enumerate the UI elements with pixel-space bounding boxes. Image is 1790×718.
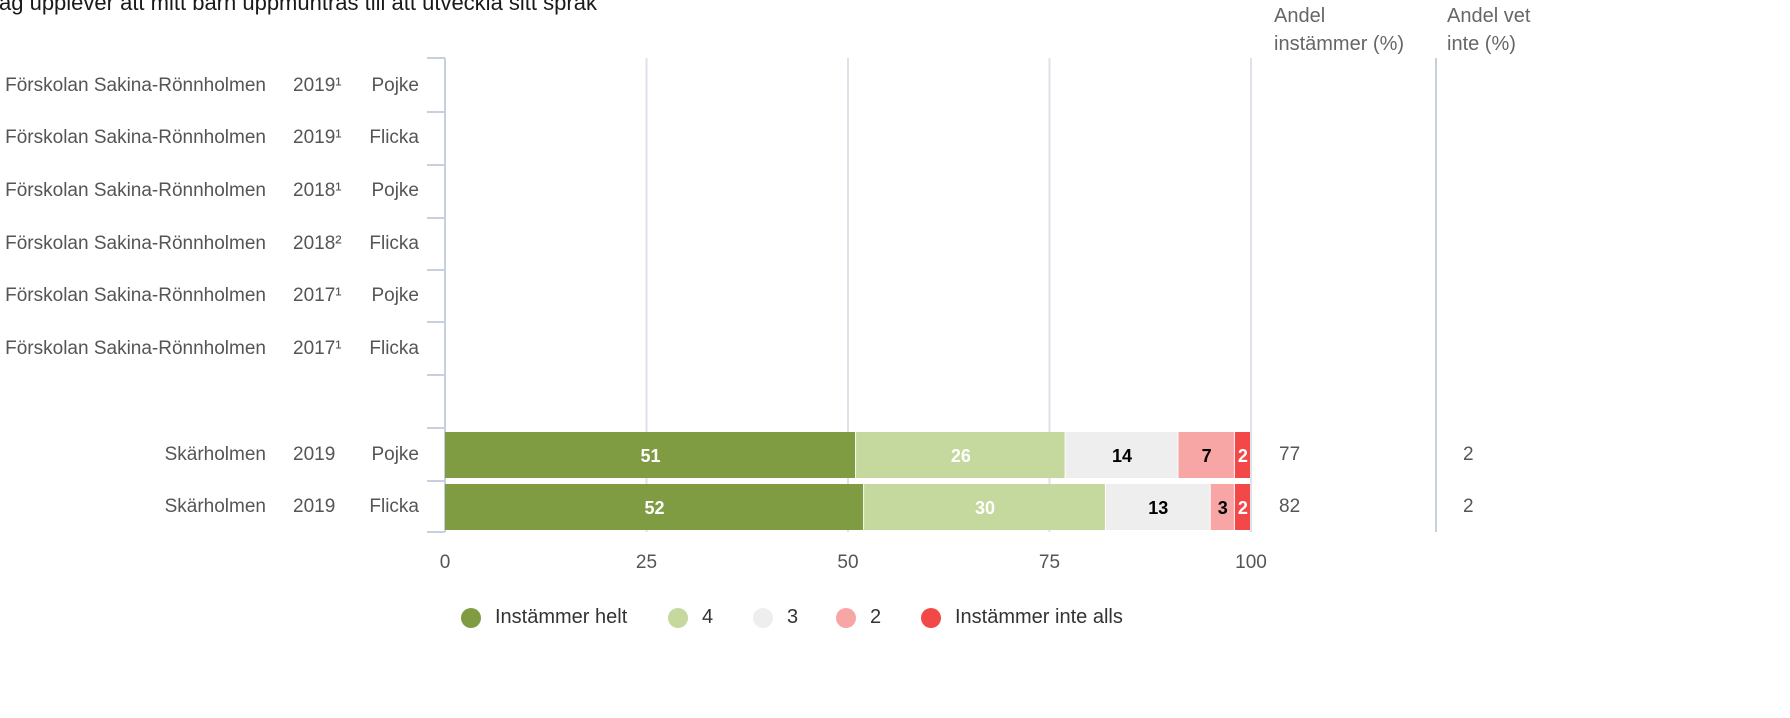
legend-label: 3: [787, 606, 799, 628]
bar-segment: [864, 484, 1105, 530]
agree-value: 82: [1279, 496, 1301, 517]
bar-segment: [1210, 484, 1234, 530]
bar-segment: [445, 484, 864, 530]
row-label-unit: Förskolan Sakina-Rönnholmen: [5, 75, 266, 96]
row-label-unit: Skärholmen: [164, 496, 266, 517]
agree-value: 77: [1279, 444, 1301, 465]
bar-segment: [445, 432, 856, 478]
chart-title: Jag upplever att mitt barn uppmuntras ti…: [0, 0, 597, 15]
legend-label: Instämmer helt: [495, 606, 628, 628]
bar-segment: [1105, 484, 1210, 530]
x-tick-label: 75: [1039, 552, 1060, 573]
data-label: 3: [1218, 498, 1228, 518]
data-label: 51: [641, 446, 661, 466]
legend-label: 4: [702, 606, 714, 628]
x-tick-label: 50: [837, 552, 858, 573]
x-tick-label: 0: [440, 552, 451, 573]
legend-item[interactable]: Instämmer helt: [461, 606, 627, 629]
row-label-unit: Förskolan Sakina-Rönnholmen: [5, 127, 266, 148]
row-label-gender: Flicka: [369, 233, 419, 254]
row-label-year: 2017¹: [293, 338, 342, 359]
legend-marker: [836, 607, 856, 628]
row-label-year: 2017¹: [293, 285, 342, 306]
row-label-year: 2018¹: [293, 180, 342, 201]
row-label-unit: Förskolan Sakina-Rönnholmen: [5, 180, 266, 201]
row-label-year: 2019¹: [293, 127, 342, 148]
x-tick-label: 100: [1235, 552, 1267, 573]
row-label-gender: Flicka: [369, 338, 419, 359]
legend-item[interactable]: Instämmer inte alls: [921, 606, 1123, 629]
legend-label: 2: [870, 606, 882, 628]
bar-segment: [1234, 432, 1250, 478]
x-tick-label: 25: [636, 552, 657, 573]
column-header-agree: Andel instämmer (%): [1274, 5, 1405, 55]
legend-item[interactable]: 2: [836, 606, 881, 629]
data-label: 13: [1148, 498, 1168, 518]
column-header-dontknow: Andel vet inte (%): [1447, 5, 1531, 55]
data-label: 14: [1112, 446, 1132, 466]
dontknow-value: 2: [1463, 496, 1474, 517]
data-label: 30: [975, 498, 995, 518]
row-label-gender: Pojke: [371, 444, 419, 465]
row-label-year: 2019: [293, 496, 336, 517]
row-label-gender: Pojke: [371, 285, 419, 306]
row-label-unit: Förskolan Sakina-Rönnholmen: [5, 233, 266, 254]
legend-marker: [461, 607, 481, 628]
row-label-year: 2018²: [293, 233, 342, 254]
bar-segment: [856, 432, 1065, 478]
legend-item[interactable]: 4: [668, 606, 713, 629]
row-label-unit: Förskolan Sakina-Rönnholmen: [5, 285, 266, 306]
data-label: 2: [1238, 446, 1248, 466]
data-label: 52: [645, 498, 665, 518]
data-label: 7: [1202, 446, 1212, 466]
row-label-year: 2019: [293, 444, 336, 465]
legend-marker: [921, 607, 941, 628]
row-label-unit: Förskolan Sakina-Rönnholmen: [5, 338, 266, 359]
row-label-gender: Pojke: [371, 180, 419, 201]
bar-segment: [1178, 432, 1234, 478]
row-label-gender: Flicka: [369, 496, 419, 517]
row-label-unit: Skärholmen: [164, 444, 266, 465]
data-label: 26: [951, 446, 971, 466]
bar-segment: [1234, 484, 1250, 530]
legend-item[interactable]: 3: [753, 606, 798, 629]
row-label-gender: Flicka: [369, 127, 419, 148]
legend-marker: [668, 607, 688, 628]
row-label-year: 2019¹: [293, 75, 342, 96]
dontknow-value: 2: [1463, 444, 1474, 465]
bar-segment: [1065, 432, 1178, 478]
data-label: 2: [1238, 498, 1248, 518]
legend-marker: [753, 607, 773, 628]
legend-label: Instämmer inte alls: [955, 606, 1123, 628]
row-label-gender: Pojke: [371, 75, 419, 96]
